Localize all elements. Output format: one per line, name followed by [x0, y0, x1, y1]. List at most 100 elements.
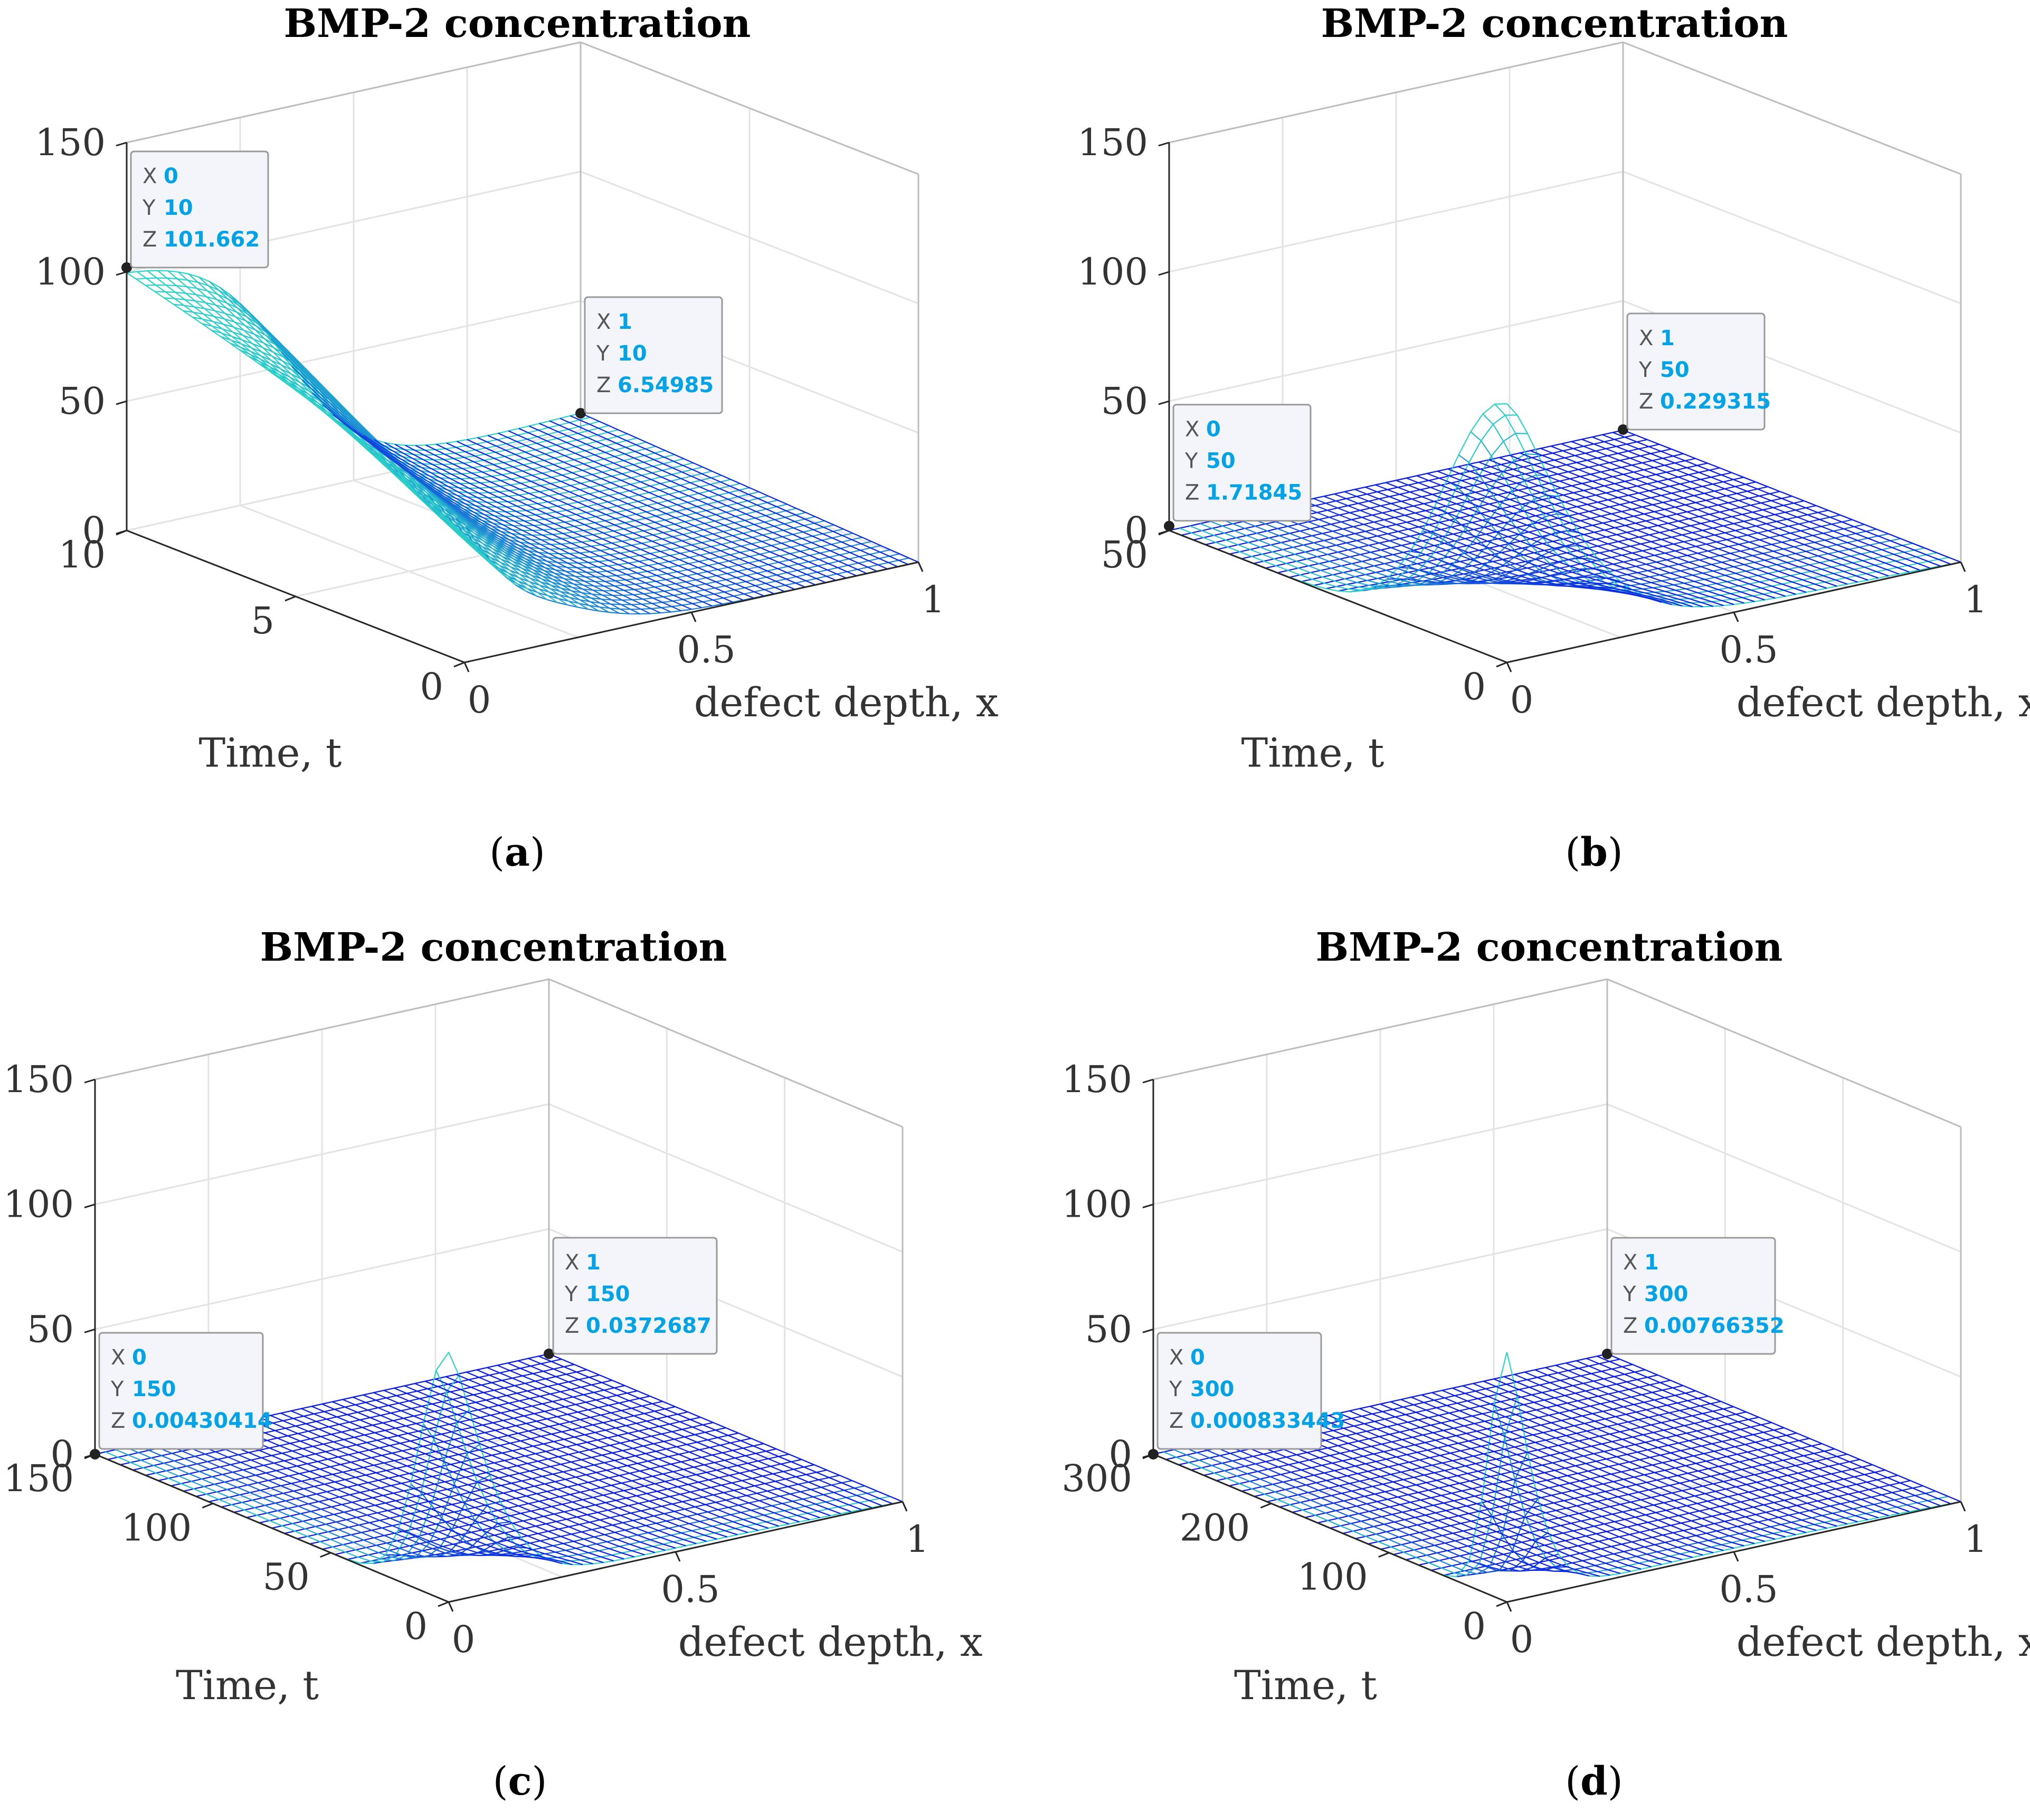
surface-line-depth [487, 434, 826, 583]
datatip-key: X [1623, 1250, 1637, 1275]
datatip-value-x: 0 [132, 1345, 147, 1370]
y-tick-mark [453, 661, 465, 668]
surface-line-depth [538, 1355, 893, 1504]
surface-line-depth [539, 423, 878, 572]
surface-line-depth [1427, 472, 1765, 601]
x-tick-label: 1 [922, 578, 945, 621]
z-tick-label: 150 [35, 121, 106, 164]
z-tick-label: 100 [3, 1183, 74, 1226]
surface-line-depth [333, 414, 671, 613]
datatip-box [1610, 1237, 1776, 1355]
datatip-value-y: 150 [586, 1282, 630, 1306]
box-edge [1607, 978, 1961, 1128]
y-tick-label: 50 [1101, 533, 1148, 576]
datatip-marker[interactable] [1148, 1448, 1159, 1459]
datatip-value-y: 150 [132, 1377, 176, 1401]
caption-letter: a [505, 830, 530, 875]
surface-line-depth [353, 429, 692, 610]
surface-line-depth [198, 1430, 552, 1561]
x-tick-mark [902, 1501, 908, 1512]
z-gridline [94, 1103, 903, 1253]
datatip-marker[interactable] [1602, 1348, 1612, 1359]
datatip-marker[interactable] [1164, 520, 1174, 532]
z-tick-mark [84, 1078, 96, 1084]
x-axis-label: defect depth, x [1737, 1618, 2030, 1665]
datatip-key: Y [596, 342, 610, 366]
x-tick-mark [1733, 612, 1739, 622]
surface-line-depth [1375, 484, 1714, 607]
datatip[interactable]: X 0Y 300 Z 0.000833443 [1148, 1332, 1345, 1459]
datatip-value-z: 101.662 [164, 228, 260, 252]
datatip-value-x: 0 [164, 164, 178, 188]
z-tick-label: 50 [1101, 380, 1148, 423]
surface-line-depth [1396, 479, 1734, 605]
datatip-value-y: 50 [1660, 358, 1690, 382]
surface-line-depth [219, 1426, 573, 1566]
datatip-value-x: 1 [586, 1250, 601, 1275]
x-tick-label: 0.5 [1719, 1568, 1778, 1611]
datatip[interactable]: X 0Y 50 Z 1.71845 [1164, 404, 1312, 532]
caption-open-paren: ( [493, 1759, 508, 1804]
surface-line-depth [1349, 1410, 1703, 1556]
datatip[interactable]: X 1Y 150 Z 0.0372687 [544, 1237, 718, 1359]
surface-line-depth [280, 1413, 635, 1558]
surface-line-depth [1370, 1406, 1724, 1551]
datatip-marker[interactable] [121, 262, 132, 273]
x-tick-label: 1 [1964, 1518, 1988, 1561]
surface-line-depth [1581, 439, 1920, 571]
surface-line-depth [1478, 461, 1817, 591]
surface-line-depth [498, 432, 837, 581]
datatip[interactable]: X 1Y 10 Z 6.54985 [575, 296, 723, 419]
surface-line-depth [476, 1369, 831, 1516]
surface-line-depth [177, 1435, 532, 1557]
surface-line-depth [1586, 1358, 1941, 1506]
datatip[interactable]: X 1Y 300 Z 0.00766352 [1602, 1237, 1785, 1359]
surface-line-time [155, 291, 609, 461]
datatip[interactable]: X 0Y 10 Z 101.662 [121, 150, 269, 273]
surface-line-depth [1318, 1417, 1672, 1563]
surface-line-depth [1241, 514, 1579, 585]
surface-line-depth [1591, 436, 1930, 569]
y-tick-label: 100 [121, 1506, 192, 1549]
datatip-marker[interactable] [544, 1348, 554, 1359]
surface-line-depth [105, 1375, 460, 1563]
surface-line-depth [394, 1387, 748, 1533]
surface-line-depth [1210, 474, 1549, 587]
datatip-value-x: 0 [1190, 1345, 1205, 1370]
caption-open-paren: ( [1565, 830, 1580, 875]
surface-line-depth [363, 1394, 717, 1540]
surface-line-depth [384, 442, 723, 605]
y-tick-label: 0 [404, 1605, 428, 1648]
x-tick-label: 1 [906, 1518, 929, 1561]
datatip-marker[interactable] [1618, 424, 1628, 435]
z-tick-mark [116, 400, 127, 405]
surface-line-depth [466, 1371, 820, 1519]
y-tick-mark [1496, 1601, 1507, 1607]
datatip-key: Y [1169, 1377, 1182, 1401]
surface-line-depth [1607, 1353, 1961, 1503]
panel-caption: (a) [489, 830, 545, 875]
surface-line-depth [208, 1428, 563, 1565]
surface-line-depth [1534, 1369, 1889, 1516]
datatip-marker[interactable] [90, 1448, 100, 1459]
datatip[interactable]: X 1Y 50 Z 0.229315 [1618, 312, 1771, 435]
surface-line-depth [1256, 1430, 1610, 1576]
box-edge [1169, 41, 1624, 144]
surface-line-depth [1468, 463, 1807, 593]
datatip[interactable]: X 0Y 150 Z 0.00430414 [90, 1332, 272, 1459]
surface-line-depth [1272, 507, 1610, 584]
datatip-value-x: 1 [1660, 326, 1675, 350]
y-tick-label: 300 [1061, 1457, 1132, 1500]
surface-mesh [94, 1352, 903, 1566]
surface-line-time [1481, 1490, 1936, 1572]
datatip-key: X [143, 164, 157, 188]
surface-line-depth [1520, 452, 1858, 583]
datatip-marker[interactable] [575, 407, 586, 419]
surface-line-depth [1194, 1444, 1549, 1572]
datatip-value-y: 10 [164, 196, 193, 220]
x-tick-mark [1506, 662, 1512, 672]
surface-line-depth [1277, 1426, 1631, 1572]
